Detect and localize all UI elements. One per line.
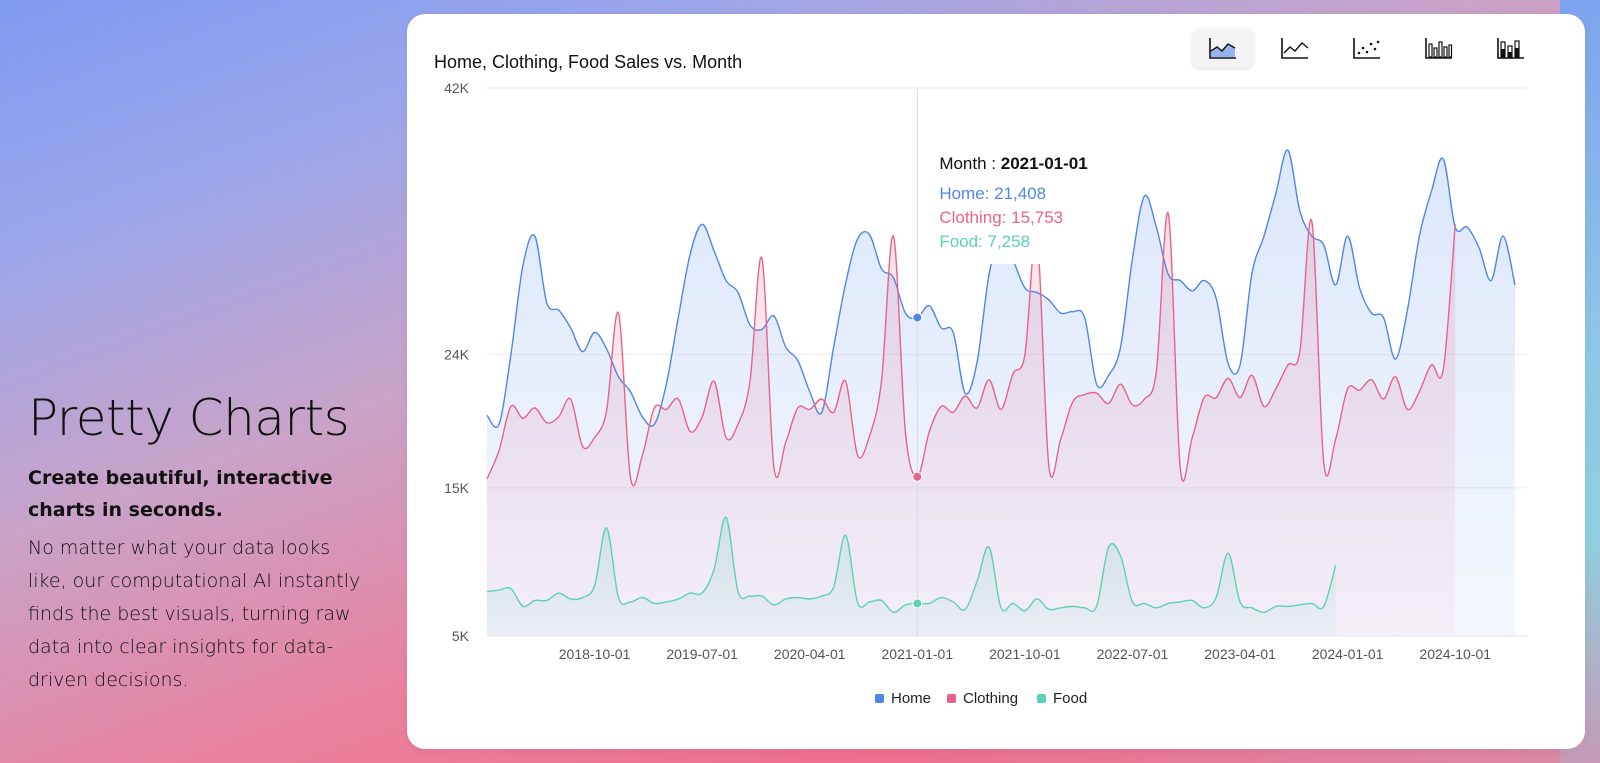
hero-subtitle: Create beautiful, interactive charts in … bbox=[28, 467, 333, 521]
hero-description: No matter what your data looks like, our… bbox=[28, 537, 361, 691]
clothing-legend-swatch bbox=[947, 694, 956, 703]
chart-title: Home, Clothing, Food Sales vs. Month bbox=[434, 52, 743, 72]
scatter-chart-button[interactable] bbox=[1336, 28, 1398, 68]
chart-card: 5K 15K 24K 42K 2018-10-01 2019-07-01 2020-04-0… bbox=[407, 14, 1585, 749]
tooltip-food: Food: 7,258 bbox=[939, 232, 1030, 251]
grouped-bar-chart-button[interactable] bbox=[1480, 28, 1542, 68]
x-tick-label: 2021-10-01 bbox=[989, 646, 1061, 662]
y-tick-label: 5K bbox=[452, 628, 470, 644]
grouped-bar-chart-icon bbox=[1497, 38, 1524, 59]
bar-chart-button[interactable] bbox=[1408, 28, 1470, 68]
chart-canvas[interactable]: 5K 15K 24K 42K 2018-10-01 2019-07-01 2020-04-0… bbox=[407, 14, 1585, 749]
x-tick-label: 2023-04-01 bbox=[1204, 646, 1276, 662]
home-legend-label: Home bbox=[891, 690, 931, 707]
x-tick-label: 2018-10-01 bbox=[559, 646, 631, 662]
line-chart-icon bbox=[1281, 38, 1309, 59]
home-highlight-point bbox=[912, 312, 923, 323]
x-tick-label: 2020-04-01 bbox=[774, 646, 846, 662]
food-highlight-point bbox=[912, 598, 923, 609]
clothing-legend-label: Clothing bbox=[963, 690, 1018, 707]
bar-chart-icon bbox=[1425, 38, 1453, 59]
tooltip-title: Month : 2021-01-01 bbox=[939, 154, 1087, 173]
x-tick-label: 2024-10-01 bbox=[1419, 646, 1491, 662]
tooltip-box bbox=[933, 140, 1096, 264]
food-line bbox=[486, 516, 1337, 614]
x-tick-label: 2019-07-01 bbox=[666, 646, 738, 662]
clothing-highlight-point bbox=[912, 471, 923, 482]
y-tick-label: 42K bbox=[444, 80, 470, 96]
hero-panel: Pretty Charts Create beautiful, interact… bbox=[28, 388, 368, 697]
tooltip-clothing: Clothing: 15,753 bbox=[939, 208, 1063, 227]
y-tick-label: 24K bbox=[444, 347, 470, 363]
x-tick-label: 2021-01-01 bbox=[882, 646, 954, 662]
x-tick-label: 2022-07-01 bbox=[1097, 646, 1169, 662]
line-chart-button[interactable] bbox=[1264, 28, 1326, 68]
clothing-line bbox=[486, 212, 1456, 487]
hero-title: Pretty Charts bbox=[28, 389, 350, 447]
food-area bbox=[487, 517, 1336, 636]
home-legend-swatch bbox=[875, 694, 884, 703]
scatter-chart-icon bbox=[1353, 38, 1380, 59]
area-chart-icon bbox=[1209, 38, 1236, 59]
food-legend-label: Food bbox=[1053, 690, 1087, 707]
food-legend-swatch bbox=[1037, 694, 1046, 703]
tooltip-home: Home: 21,408 bbox=[939, 184, 1046, 203]
area-chart-button[interactable] bbox=[1192, 28, 1254, 68]
x-tick-label: 2024-01-01 bbox=[1312, 646, 1384, 662]
y-tick-label: 15K bbox=[444, 480, 470, 496]
